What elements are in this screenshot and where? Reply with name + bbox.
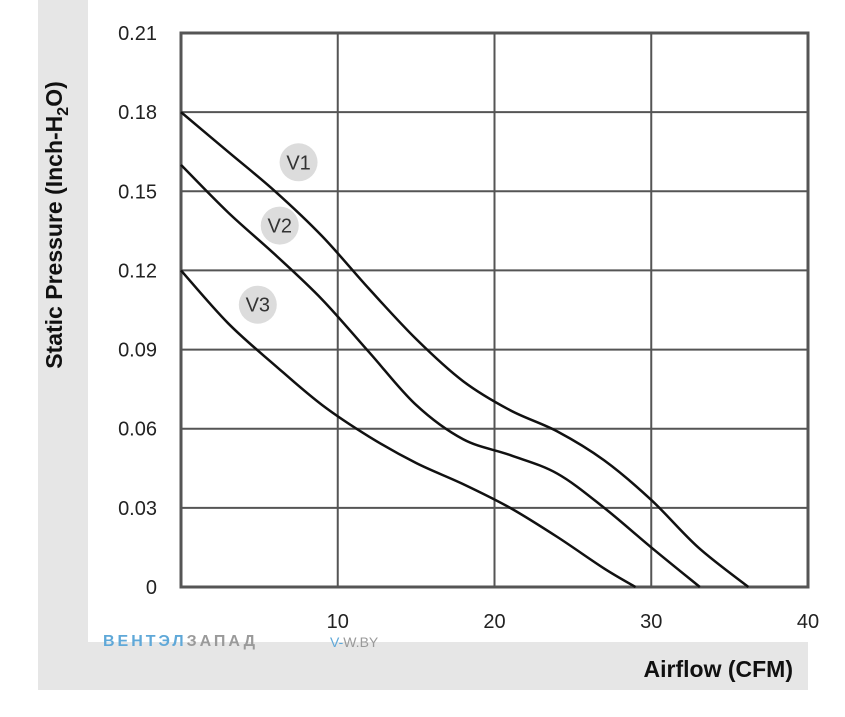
y-tick-label: 0 <box>146 577 157 599</box>
ylabel-band <box>38 0 88 645</box>
series-label-bubble <box>238 285 277 324</box>
y-axis-label-end: O) <box>41 81 68 107</box>
series-label: V3 <box>246 295 270 317</box>
watermark-url-part-b: W.BY <box>343 634 379 650</box>
series-line-v1 <box>180 111 750 588</box>
x-tick-label: 30 <box>640 611 662 633</box>
plot-frame <box>179 31 810 589</box>
y-tick-label: 0.15 <box>118 181 157 203</box>
y-tick-label: 0.06 <box>118 419 157 441</box>
series-label: V1 <box>286 152 310 174</box>
x-tick-label: 20 <box>483 611 505 633</box>
watermark-brand-part-a: ВЕНТЭЛ <box>103 633 187 650</box>
x-axis-label: Airflow (CFM) <box>643 656 793 682</box>
watermark-url-part-a: V- <box>330 634 344 650</box>
series-line-v3 <box>180 269 637 589</box>
watermark-brand-part-b: ЗАПАД <box>186 633 258 650</box>
y-tick-label: 0.03 <box>118 498 157 520</box>
y-tick-label: 0.21 <box>118 23 157 45</box>
y-tick-label: 0.09 <box>118 340 157 362</box>
x-tick-label: 40 <box>797 611 819 633</box>
y-tick-label: 0.12 <box>118 260 157 282</box>
series-label-bubble <box>260 206 299 245</box>
series-label-bubble <box>279 143 318 182</box>
x-tick-label: 10 <box>327 611 349 633</box>
series-label: V2 <box>268 216 292 238</box>
y-axis-label-subscript: 2 <box>54 106 72 116</box>
watermark-brand: ВЕНТЭЛЗАПАД <box>103 633 258 651</box>
y-tick-label: 0.18 <box>118 102 157 124</box>
xlabel-band <box>38 642 808 690</box>
y-axis-label-main: Static Pressure (Inch-H <box>41 115 68 369</box>
series-line-v2 <box>180 164 701 588</box>
y-axis-label: Static Pressure (Inch-H2O) <box>41 81 73 369</box>
watermark-url: V-W.BY <box>330 634 378 650</box>
